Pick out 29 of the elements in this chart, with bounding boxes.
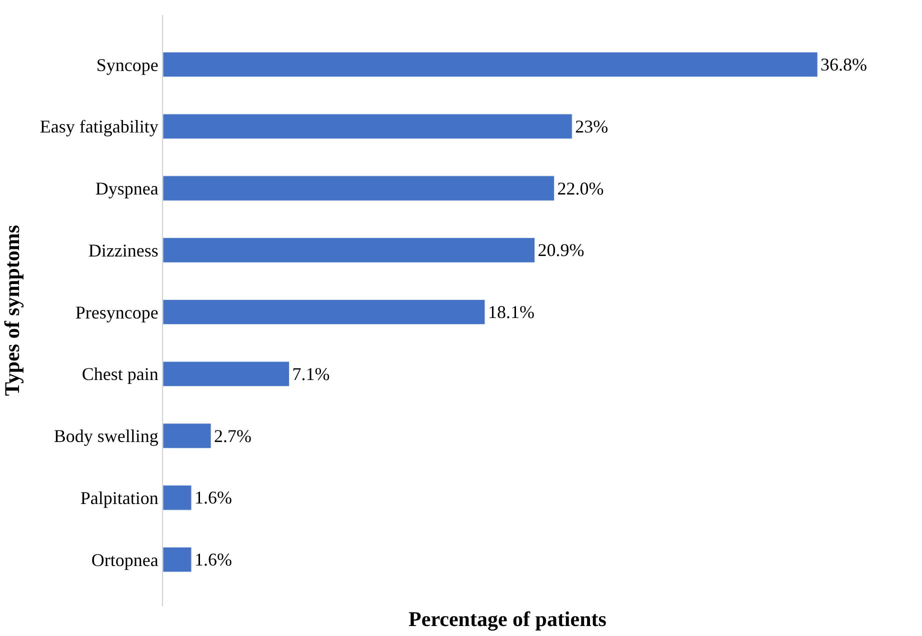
bar [163, 114, 572, 140]
data-label: 22.0% [557, 178, 604, 198]
x-axis-title: Percentage of patients [408, 607, 606, 632]
bar [163, 361, 290, 387]
y-tick-label: Chest pain [82, 364, 158, 384]
bar [163, 52, 818, 78]
y-axis-title: Types of symptoms [0, 224, 24, 396]
y-tick-label: Body swelling [54, 426, 158, 446]
data-label: 20.9% [538, 240, 584, 260]
y-tick-label: Syncope [96, 54, 158, 75]
data-label: 18.1% [488, 302, 534, 322]
bar [163, 299, 486, 325]
y-tick-label: Palpitation [80, 488, 158, 508]
bar [163, 546, 192, 572]
data-label: 7.1% [292, 364, 330, 384]
bar [163, 176, 555, 201]
data-label: 1.6% [194, 488, 232, 508]
y-tick-label: Easy fatigability [40, 116, 158, 137]
data-label: 1.6% [194, 550, 232, 570]
y-tick-label: Dyspnea [95, 178, 158, 199]
data-label: 23% [575, 116, 608, 136]
data-label: 36.8% [820, 54, 868, 75]
y-tick-label: Presyncope [75, 302, 158, 322]
y-tick-label: Dizziness [88, 240, 158, 260]
bar [163, 238, 535, 263]
bar [163, 485, 192, 510]
bar [163, 423, 212, 448]
y-tick-label: Ortopnea [91, 550, 158, 570]
data-label: 2.7% [214, 426, 252, 446]
